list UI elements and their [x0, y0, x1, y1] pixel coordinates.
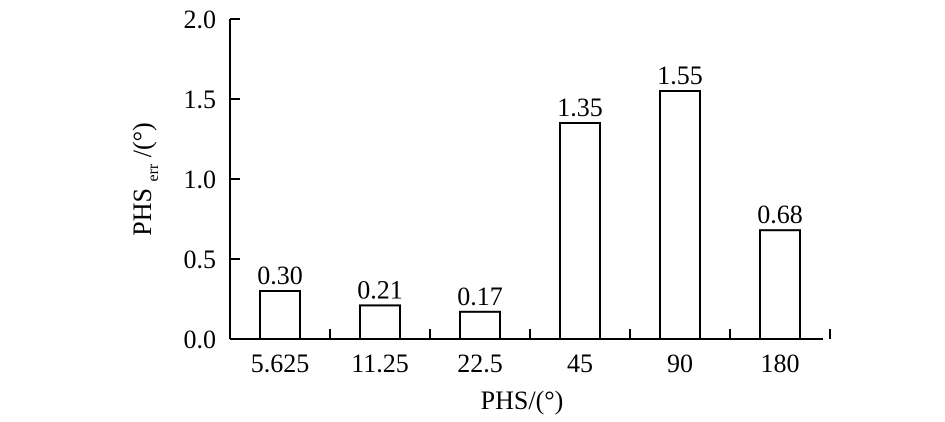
bar	[259, 290, 301, 340]
bar-value-label: 0.68	[757, 200, 803, 229]
bar	[559, 122, 601, 340]
plot-area: 0.0 0.5 1.0 1.5 2.0 0.30 5.625 0.21 11.25 0.17 22.…	[184, 5, 831, 378]
y-tick-label: 0.0	[184, 325, 217, 354]
y-axis-title-subscript: err	[145, 163, 162, 181]
bar-value-label: 0.21	[357, 275, 403, 304]
x-axis-title: PHS/(°)	[481, 386, 564, 415]
bar	[759, 229, 801, 340]
x-tick-label: 90	[667, 349, 693, 378]
bar-value-label: 0.17	[457, 282, 503, 311]
x-tick-label: 5.625	[251, 349, 310, 378]
bar-value-label: 1.35	[557, 93, 603, 122]
x-tick-label: 180	[761, 349, 800, 378]
y-axis-title: PHS err /(°)	[128, 122, 164, 235]
y-axis-title-suffix: /(°)	[128, 122, 157, 157]
bar-value-label: 0.30	[257, 261, 303, 290]
y-tick-label: 1.5	[184, 85, 217, 114]
bar	[659, 90, 701, 340]
y-tick-label: 1.0	[184, 165, 217, 194]
x-tick-label: 45	[567, 349, 593, 378]
x-tick-label: 11.25	[351, 349, 409, 378]
y-tick-label: 2.0	[184, 5, 217, 34]
y-tick-label: 0.5	[184, 245, 217, 274]
x-tick-label: 22.5	[457, 349, 503, 378]
y-axis-title-main: PHS	[128, 188, 157, 236]
bar-value-label: 1.55	[657, 61, 703, 90]
bar	[459, 310, 501, 340]
bar	[359, 304, 401, 340]
